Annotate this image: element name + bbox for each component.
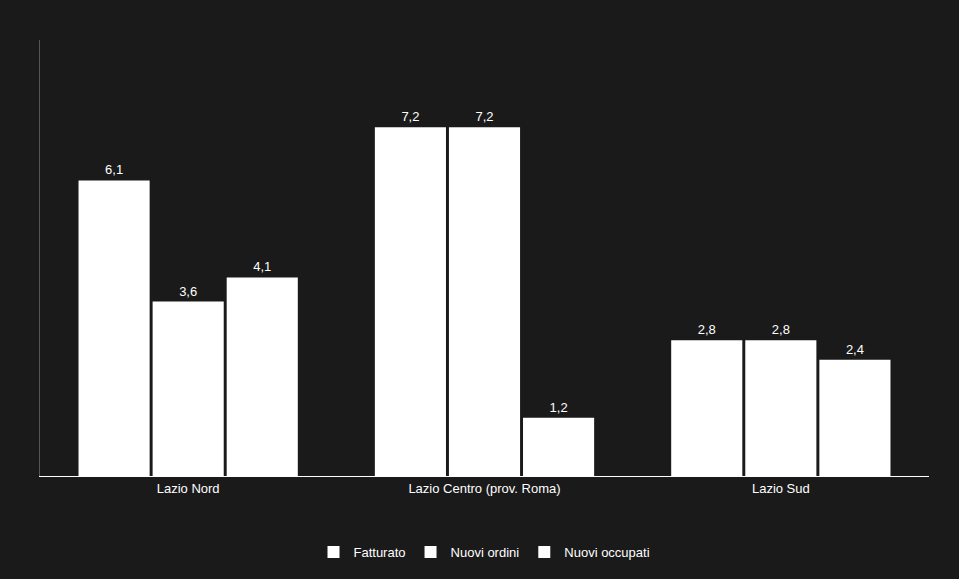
svg-text:1,2: 1,2 [550, 400, 568, 415]
svg-text:4,1: 4,1 [253, 259, 271, 274]
svg-text:Nuovi ordini: Nuovi ordini [451, 545, 520, 560]
svg-text:3,6: 3,6 [179, 284, 197, 299]
svg-text:Fatturato: Fatturato [354, 545, 406, 560]
svg-text:6,1: 6,1 [105, 162, 123, 177]
svg-text:2,8: 2,8 [698, 322, 716, 337]
svg-text:7,2: 7,2 [401, 109, 419, 124]
svg-text:7,2: 7,2 [475, 109, 493, 124]
svg-text:2,8: 2,8 [772, 322, 790, 337]
svg-text:2,4: 2,4 [846, 342, 864, 357]
svg-text:Lazio Nord: Lazio Nord [157, 481, 220, 496]
svg-text:Lazio Sud: Lazio Sud [752, 481, 810, 496]
svg-text:Nuovi occupati: Nuovi occupati [564, 545, 649, 560]
svg-text:Lazio Centro (prov. Roma): Lazio Centro (prov. Roma) [408, 481, 560, 496]
